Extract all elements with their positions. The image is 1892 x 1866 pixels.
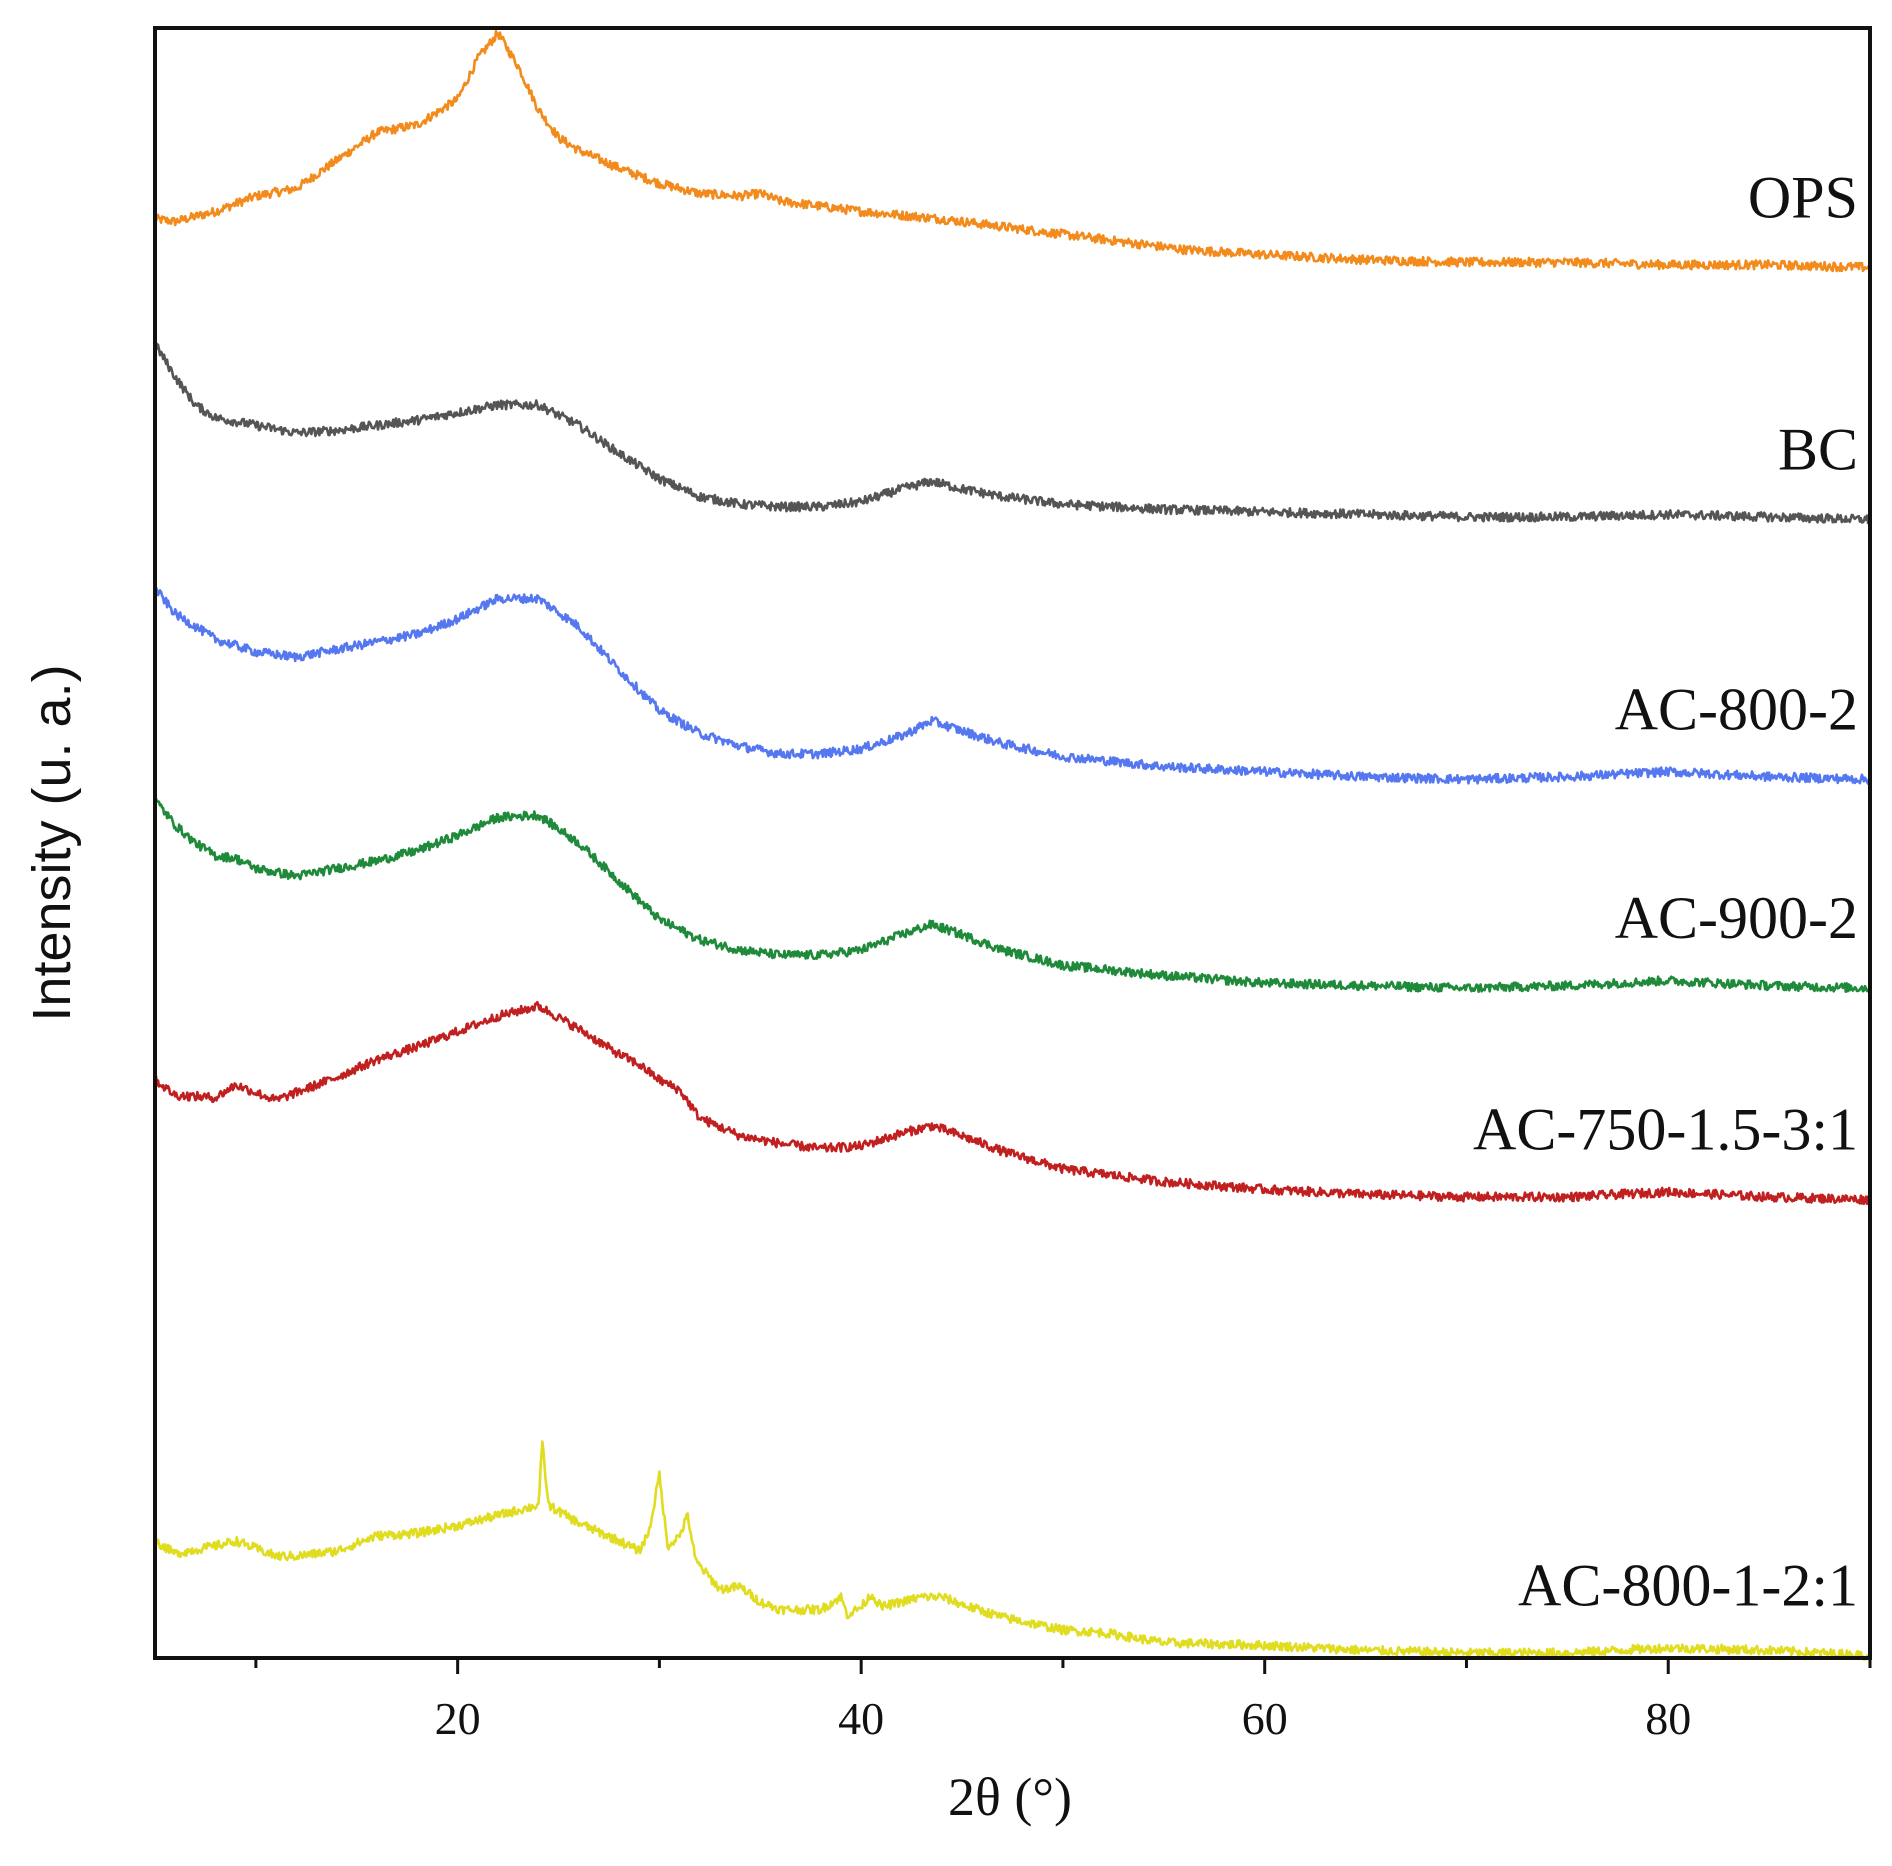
series-label-ops: OPS — [1748, 164, 1858, 230]
x-tick-label: 60 — [1242, 1693, 1288, 1744]
series-label-layer: OPS BC AC-800-2 AC-900-2 AC-750-1.5-3:1 AC-80… — [1473, 164, 1858, 1618]
x-axis-ticks: 20 40 60 80 — [254, 1658, 1872, 1744]
series-label-ac-900-2: AC-900-2 — [1615, 885, 1858, 951]
y-axis-title: Intensity (u. a.) — [22, 664, 82, 1021]
series-label-ac-800-2: AC-800-2 — [1615, 676, 1858, 742]
series-line-ac-800-2 — [154, 585, 1872, 785]
x-tick-label: 20 — [435, 1693, 481, 1744]
series-line-ac-800-1-2-1 — [153, 1440, 1872, 1661]
series-layer — [153, 29, 1872, 1661]
series-line-ac-750-1-5-3-1 — [153, 1000, 1872, 1206]
series-label-ac-750-1-5-3-1: AC-750-1.5-3:1 — [1473, 1097, 1858, 1163]
plot-frame — [153, 26, 1872, 1660]
x-axis-title: 2θ (°) — [948, 1767, 1072, 1827]
series-line-ac-900-2 — [153, 797, 1872, 993]
series-line-bc — [153, 341, 1872, 525]
x-tick-label: 40 — [838, 1693, 884, 1744]
series-label-bc: BC — [1778, 417, 1858, 483]
series-line-ops — [153, 29, 1872, 273]
x-tick-label: 80 — [1645, 1693, 1691, 1744]
series-label-ac-800-1-2-1: AC-800-1-2:1 — [1518, 1552, 1858, 1618]
